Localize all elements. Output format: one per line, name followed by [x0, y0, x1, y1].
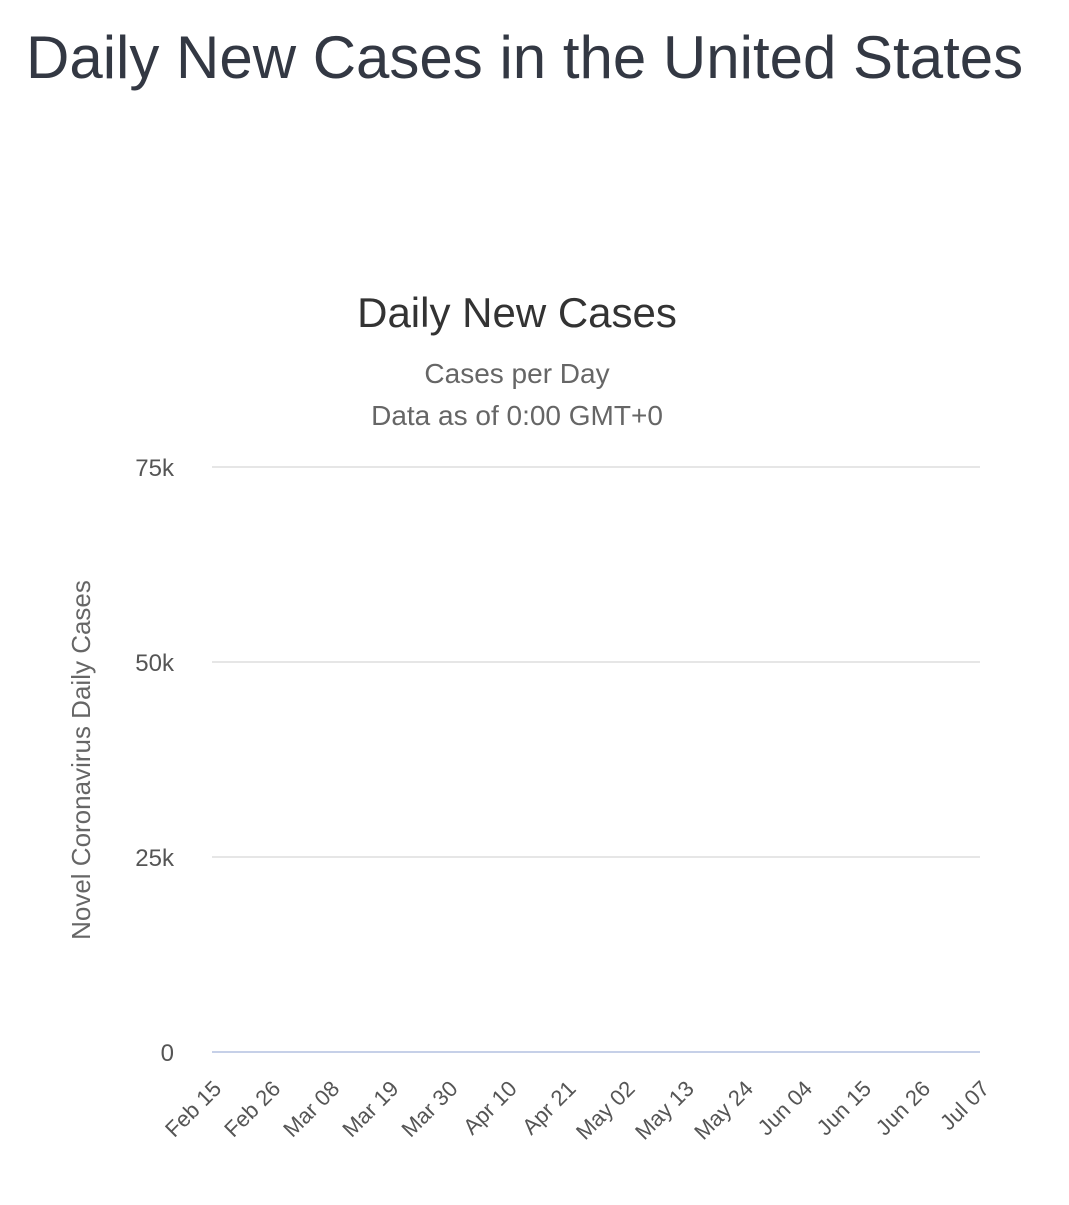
x-tick-label: Feb 15: [160, 1076, 226, 1142]
x-tick-label: Apr 21: [517, 1076, 581, 1140]
y-axis-ticks: 0 25k 50k 75k: [135, 455, 175, 1067]
chart-data-timestamp: Data as of 0:00 GMT+0: [371, 400, 663, 431]
x-tick-label: May 02: [571, 1076, 640, 1145]
gridlines: [212, 466, 980, 1053]
x-tick-label: Apr 10: [458, 1076, 522, 1140]
x-tick-label: Jun 04: [753, 1076, 817, 1140]
y-tick-label: 75k: [135, 455, 175, 482]
x-tick-label: Feb 26: [219, 1076, 285, 1142]
y-tick-label: 0: [161, 1040, 174, 1067]
y-axis-title: Novel Coronavirus Daily Cases: [66, 580, 96, 940]
chart-subtitle: Cases per Day: [424, 358, 609, 389]
x-tick-label: Jul 07: [935, 1076, 994, 1135]
x-tick-label: Jun 26: [871, 1076, 935, 1140]
x-tick-label: May 13: [630, 1076, 699, 1145]
x-tick-label: Mar 30: [396, 1076, 462, 1142]
x-tick-label: Jun 15: [812, 1076, 876, 1140]
x-tick-label: Mar 19: [337, 1076, 403, 1142]
x-tick-label: May 24: [689, 1076, 758, 1145]
x-tick-label: Mar 08: [278, 1076, 344, 1142]
page-title: Daily New Cases in the United States: [26, 24, 1024, 91]
chart-title: Daily New Cases: [357, 289, 677, 336]
y-tick-label: 50k: [135, 650, 175, 677]
y-tick-label: 25k: [135, 845, 175, 872]
